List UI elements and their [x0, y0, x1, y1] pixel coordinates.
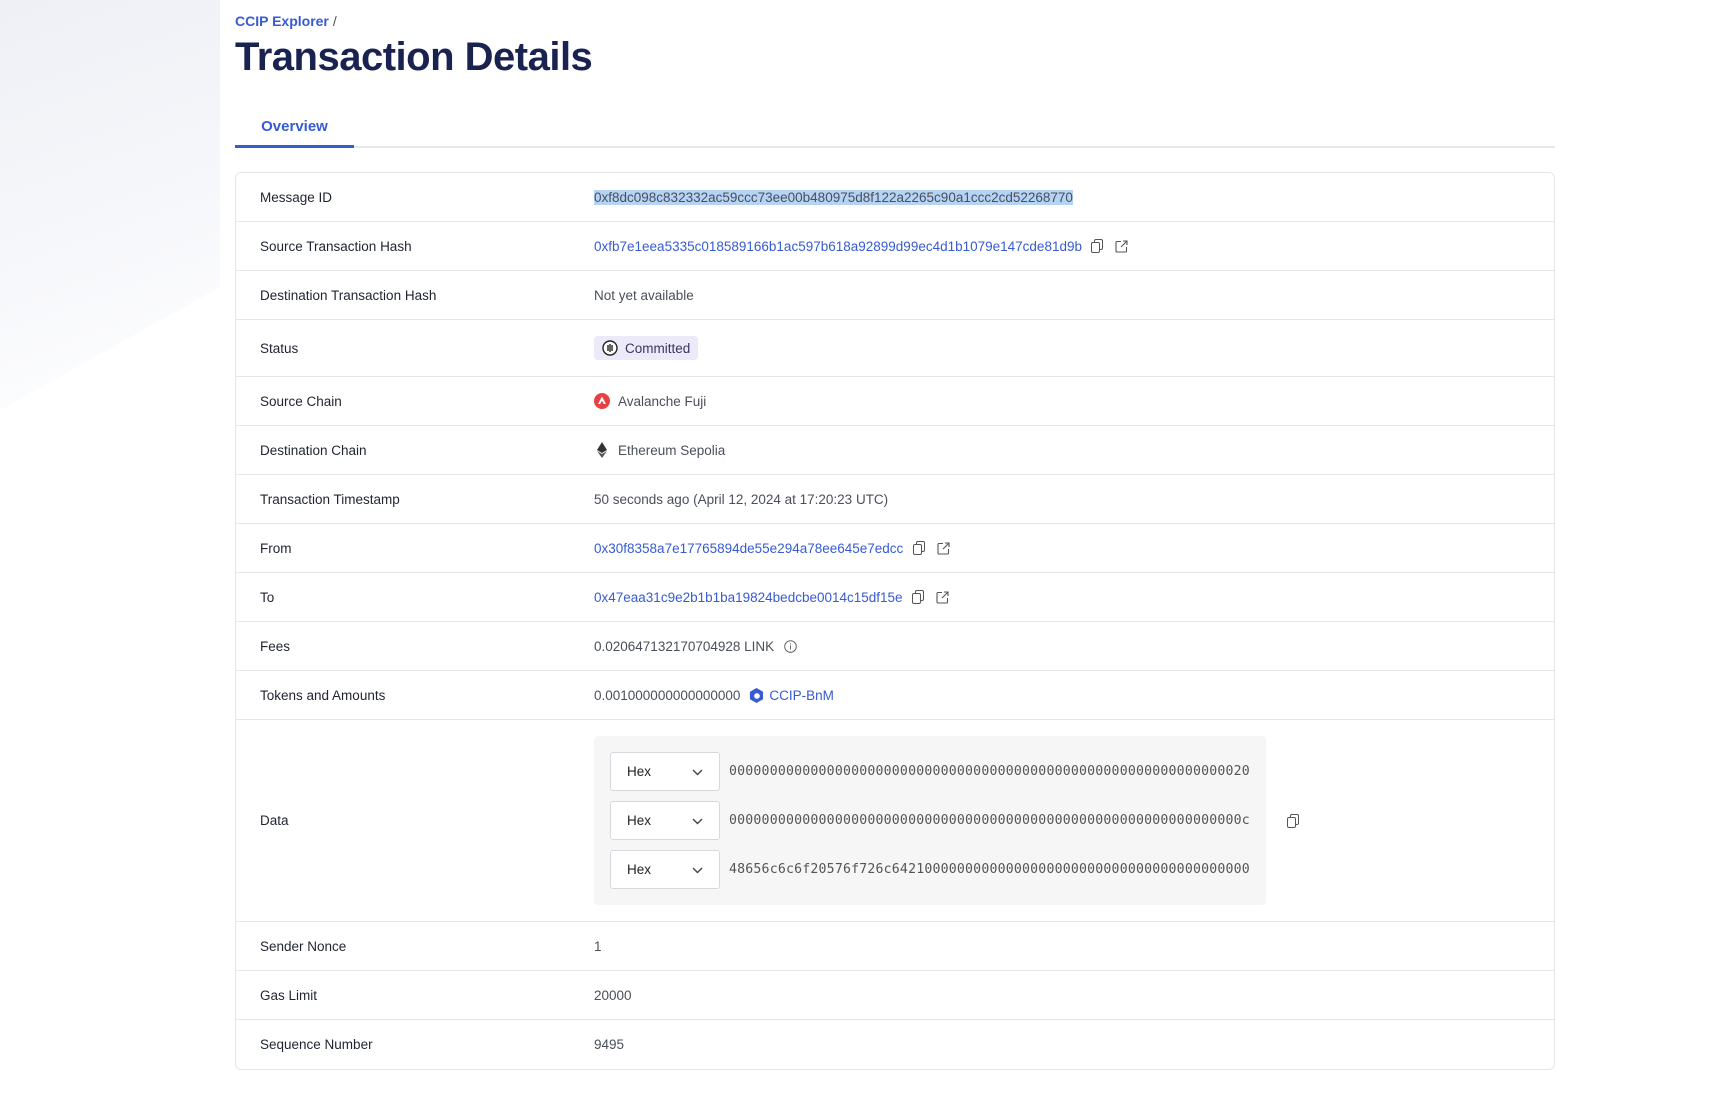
data-hex-value: 0000000000000000000000000000000000000000… [729, 764, 1250, 779]
data-item: Hex 48656c6c6f20576f726c64210000000000000… [610, 850, 1250, 889]
breadcrumb-separator: / [332, 13, 337, 29]
status-badge: Committed [594, 336, 699, 360]
fees-value: 0.020647132170704928 LINK [594, 638, 775, 654]
label: Sequence Number [260, 1037, 373, 1052]
data-hex-value: 0000000000000000000000000000000000000000… [729, 813, 1250, 828]
row-fees: Fees 0.020647132170704928 LINK [236, 622, 1554, 671]
label: Destination Chain [260, 442, 367, 458]
data-box: Hex 0000000000000000000000000000000000000… [594, 736, 1266, 905]
format-dropdown[interactable]: Hex [610, 801, 720, 840]
external-link-icon[interactable] [1114, 238, 1130, 254]
row-data: Data Hex 00000000000000000000000000000000… [236, 720, 1554, 922]
row-sequence-number: Sequence Number 9495 [236, 1020, 1554, 1069]
dest-chain-name: Ethereum Sepolia [618, 442, 726, 458]
row-from: From 0x30f8358a7e17765894de55e294a78ee645… [236, 524, 1554, 573]
row-dest-tx: Destination Transaction Hash Not yet avai… [236, 271, 1554, 320]
from-address-link[interactable]: 0x30f8358a7e17765894de55e294a78ee645e7ed… [594, 540, 904, 556]
label: Transaction Timestamp [260, 491, 400, 507]
to-address-link[interactable]: 0x47eaa31c9e2b1b1ba19824bedcbe0014c15df1… [594, 589, 903, 605]
data-item: Hex 0000000000000000000000000000000000000… [610, 752, 1250, 791]
breadcrumb: CCIP Explorer / [235, 13, 1555, 29]
pause-circle-icon [602, 340, 618, 356]
external-link-icon[interactable] [935, 589, 951, 605]
data-item: Hex 0000000000000000000000000000000000000… [610, 801, 1250, 840]
label: Destination Transaction Hash [260, 287, 437, 303]
external-link-icon[interactable] [935, 540, 951, 556]
chevron-down-icon [692, 862, 703, 877]
copy-icon[interactable] [911, 540, 927, 556]
nonce-value: 1 [594, 938, 602, 954]
sequence-number-value: 9495 [594, 1037, 625, 1052]
row-timestamp: Transaction Timestamp 50 seconds ago (Apr… [236, 475, 1554, 524]
ethereum-icon [594, 442, 610, 458]
message-id-value: 0xf8dc098c832332ac59ccc73ee00b480975d8f1… [594, 189, 1073, 205]
row-message-id: Message ID 0xf8dc098c832332ac59ccc73ee00b… [236, 173, 1554, 222]
label: Data [260, 813, 289, 828]
page-title: Transaction Details [235, 35, 593, 79]
label: Fees [260, 638, 291, 654]
row-tokens: Tokens and Amounts 0.001000000000000000 CC… [236, 671, 1554, 720]
label: From [260, 540, 292, 556]
dest-tx-value: Not yet available [594, 287, 694, 303]
label: To [260, 589, 275, 605]
details-card: Message ID 0xf8dc098c832332ac59ccc73ee00b… [235, 172, 1555, 1070]
ccip-bnm-token-icon [748, 687, 764, 703]
format-dropdown[interactable]: Hex [610, 850, 720, 889]
copy-icon[interactable] [1090, 238, 1106, 254]
breadcrumb-ccip-explorer[interactable]: CCIP Explorer [235, 13, 329, 29]
row-dest-chain: Destination Chain Ethereum Sepolia [236, 426, 1554, 475]
main-content: CCIP Explorer / Transaction Details Overv… [235, 0, 1555, 1070]
label: Status [260, 340, 299, 356]
status-text: Committed [625, 340, 691, 356]
label: Source Transaction Hash [260, 238, 412, 254]
format-value: Hex [627, 764, 652, 779]
row-gas-limit: Gas Limit 20000 [236, 971, 1554, 1020]
row-source-tx: Source Transaction Hash 0xfb7e1eea5335c01… [236, 222, 1554, 271]
label: Tokens and Amounts [260, 687, 386, 703]
row-source-chain: Source Chain Avalanche Fuji [236, 377, 1554, 426]
avalanche-icon [594, 393, 610, 409]
source-chain-name: Avalanche Fuji [618, 393, 707, 409]
source-tx-link[interactable]: 0xfb7e1eea5335c018589166b1ac597b618a9289… [594, 238, 1082, 254]
timestamp-value: 50 seconds ago (April 12, 2024 at 17:20:… [594, 491, 889, 507]
token-link[interactable]: CCIP-BnM [769, 687, 834, 703]
row-status: Status Committed [236, 320, 1554, 377]
label: Source Chain [260, 393, 342, 409]
format-value: Hex [627, 813, 652, 828]
data-hex-value: 48656c6c6f20576f726c64210000000000000000… [729, 862, 1250, 877]
label: Sender Nonce [260, 938, 347, 954]
row-to: To 0x47eaa31c9e2b1b1ba19824bedcbe0014c15d… [236, 573, 1554, 622]
format-dropdown[interactable]: Hex [610, 752, 720, 791]
info-icon[interactable] [782, 638, 798, 654]
copy-icon[interactable] [911, 589, 927, 605]
tab-overview[interactable]: Overview [235, 118, 354, 148]
format-value: Hex [627, 862, 652, 877]
chevron-down-icon [692, 813, 703, 828]
chevron-down-icon [692, 764, 703, 779]
tab-bar: Overview [235, 118, 1555, 148]
row-nonce: Sender Nonce 1 [236, 922, 1554, 971]
background-decoration [0, 0, 220, 410]
label: Gas Limit [260, 987, 318, 1003]
label: Message ID [260, 189, 333, 205]
gas-limit-value: 20000 [594, 987, 632, 1003]
token-amount: 0.001000000000000000 [594, 687, 741, 703]
copy-icon[interactable] [1286, 813, 1302, 829]
